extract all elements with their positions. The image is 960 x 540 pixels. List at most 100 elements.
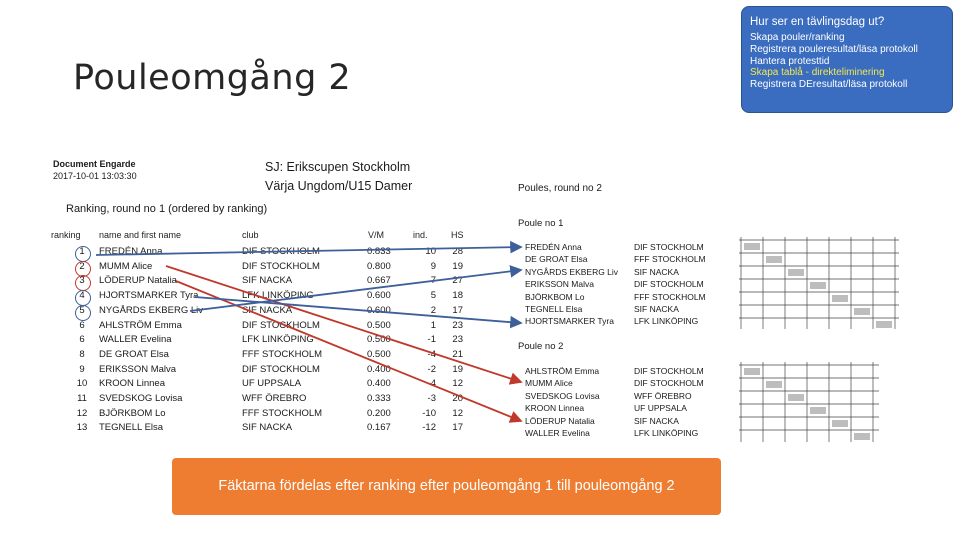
col-header-vm: V/M: [368, 230, 385, 240]
club-cell: FFF STOCKHOLM: [242, 348, 323, 360]
name-cell: HJORTSMARKER Tyra: [99, 290, 199, 302]
hs-cell: 20: [452, 393, 463, 404]
hs-cell: 12: [452, 407, 463, 419]
vm-cell: 0.667: [367, 275, 391, 287]
fencer-club: DIF STOCKHOLM: [634, 279, 704, 290]
agenda-item: Registrera DEresultat/läsa protokoll: [750, 79, 908, 91]
ind-cell: 2: [430, 304, 436, 316]
fencer-name: HJORTSMARKER Tyra: [525, 316, 614, 327]
poule-2-grid-svg: [739, 362, 879, 442]
hs-cell: 12: [452, 378, 463, 390]
list-item: AHLSTRÖM Emma DIF STOCKHOLM: [525, 366, 725, 378]
list-item: KROON Linnea UF UPPSALA: [525, 403, 725, 415]
fencer-name: SVEDSKOG Lovisa: [525, 390, 600, 401]
rank-circle-marker: [75, 246, 91, 262]
list-item: NYGÅRDS EKBERG Liv SIF NACKA: [525, 267, 725, 279]
document-meta: Document Engarde 2017-10-01 13:03:30: [53, 159, 137, 182]
agenda-item: Skapa pouler/ranking: [750, 32, 845, 43]
ind-cell: 1: [430, 319, 436, 331]
ind-cell: 5: [430, 290, 436, 302]
name-cell: SVEDSKOG Lovisa: [99, 393, 183, 404]
club-cell: DIF STOCKHOLM: [242, 260, 320, 272]
vm-cell: 0.600: [367, 290, 391, 302]
agenda-header: Hur ser en tävlingsdag ut?: [750, 16, 885, 28]
ind-cell: -2: [427, 363, 436, 375]
poule-1-label: Poule no 1: [518, 218, 564, 229]
ind-cell: -1: [427, 334, 436, 346]
fencer-name: ERIKSSON Malva: [525, 279, 594, 290]
fencer-club: DIF STOCKHOLM: [634, 366, 704, 376]
vm-cell: 0.600: [367, 304, 391, 316]
fencer-name: FREDÉN Anna: [525, 242, 582, 252]
name-cell: NYGÅRDS EKBERG Liv: [99, 304, 203, 316]
fencer-name: TEGNELL Elsa: [525, 304, 583, 314]
list-item: WALLER Evelina LFK LINKÖPING: [525, 428, 725, 440]
table-row: 5 NYGÅRDS EKBERG Liv SIF NACKA 0.600 2 17: [47, 304, 477, 321]
agenda-item: Hantera protesttid: [750, 55, 830, 67]
hs-cell: 28: [452, 246, 463, 257]
rank-cell: 13: [76, 422, 88, 434]
poule-2-bout-grid: [739, 362, 899, 447]
name-cell: DE GROAT Elsa: [99, 348, 169, 360]
vm-cell: 0.400: [367, 378, 391, 390]
fencer-name: LÖDERUP Natalia: [525, 415, 595, 426]
fencer-name: DE GROAT Elsa: [525, 254, 588, 265]
table-row: 6 AHLSTRÖM Emma DIF STOCKHOLM 0.500 1 23: [47, 320, 477, 335]
rank-cell: 11: [77, 393, 87, 404]
name-cell: LÖDERUP Natalia: [99, 275, 177, 287]
hs-cell: 18: [452, 290, 463, 302]
rank-circle-marker: [75, 304, 91, 321]
rank-cell: 10: [76, 378, 88, 390]
vm-cell: 0.833: [367, 246, 391, 257]
ranking-title: Ranking, round no 1 (ordered by ranking): [66, 203, 268, 215]
name-cell: ERIKSSON Malva: [99, 363, 177, 375]
ind-cell: 7: [430, 275, 436, 287]
table-row: 12 BJÖRKBOM Lo FFF STOCKHOLM 0.200 -10 12: [47, 408, 477, 423]
list-item: TEGNELL Elsa SIF NACKA: [525, 304, 725, 316]
col-header-name: name and first name: [99, 230, 182, 240]
name-cell: TEGNELL Elsa: [99, 422, 164, 434]
fencer-name: WALLER Evelina: [525, 428, 590, 438]
vm-cell: 0.500: [367, 348, 391, 360]
col-header-ind: ind.: [413, 230, 428, 240]
fencer-club: DIF STOCKHOLM: [634, 378, 704, 389]
list-item: DE GROAT Elsa FFF STOCKHOLM: [525, 254, 725, 266]
slide-title: Pouleomgång 2: [73, 58, 352, 98]
fencer-club: FFF STOCKHOLM: [634, 254, 706, 265]
agenda-item: Registrera pouleresultat/läsa protokoll: [750, 43, 918, 55]
vm-cell: 0.500: [367, 319, 391, 331]
table-row: 9 ERIKSSON Malva DIF STOCKHOLM 0.400 -2 19: [47, 364, 477, 379]
name-cell: MUMM Alice: [99, 260, 153, 272]
list-item: ERIKSSON Malva DIF STOCKHOLM: [525, 279, 725, 291]
vm-cell: 0.167: [367, 422, 391, 434]
fencer-name: NYGÅRDS EKBERG Liv: [525, 266, 619, 277]
list-item: MUMM Alice DIF STOCKHOLM: [525, 378, 725, 390]
club-cell: WFF ÖREBRO: [242, 393, 307, 404]
table-row: 8 DE GROAT Elsa FFF STOCKHOLM 0.500 -4 21: [47, 349, 477, 364]
caption-text: Fäktarna fördelas efter ranking efter po…: [218, 477, 675, 494]
col-header-hs: HS: [451, 230, 464, 240]
fencer-name: MUMM Alice: [525, 378, 573, 389]
club-cell: DIF STOCKHOLM: [242, 363, 320, 375]
fencer-club: SIF NACKA: [634, 304, 679, 314]
hs-cell: 19: [452, 363, 463, 375]
competition-header: SJ: Erikscupen Stockholm Värja Ungdom/U1…: [265, 158, 412, 196]
table-row: 6 WALLER Evelina LFK LINKÖPING 0.500 -1 23: [47, 334, 477, 349]
col-header-club: club: [242, 230, 259, 240]
fencer-name: BJÖRKBOM Lo: [525, 291, 585, 302]
hs-cell: 19: [452, 260, 463, 272]
name-cell: AHLSTRÖM Emma: [99, 319, 182, 331]
rank-circle-marker: [75, 260, 91, 277]
vm-cell: 0.333: [367, 393, 391, 404]
name-cell: KROON Linnea: [99, 378, 166, 390]
fencer-club: UF UPPSALA: [634, 403, 687, 414]
col-header-ranking: ranking: [51, 230, 81, 240]
ind-cell: -3: [427, 393, 436, 404]
fencer-club: LFK LINKÖPING: [634, 316, 699, 327]
document-source: Document Engarde: [53, 159, 136, 169]
table-row: 3 LÖDERUP Natalia SIF NACKA 0.667 7 27: [47, 275, 477, 292]
list-item: BJÖRKBOM Lo FFF STOCKHOLM: [525, 292, 725, 304]
competition-name: SJ: Erikscupen Stockholm: [265, 160, 411, 174]
agenda-box: Hur ser en tävlingsdag ut? Skapa pouler/…: [741, 6, 953, 113]
rank-circle-marker: [75, 290, 91, 307]
